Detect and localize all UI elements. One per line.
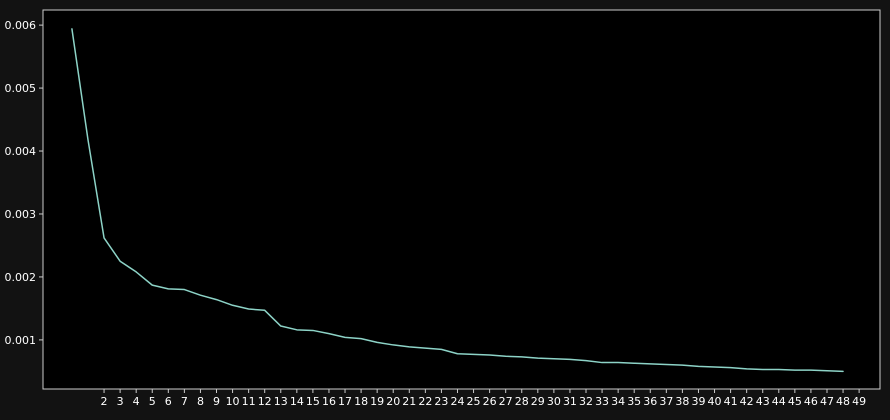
y-tick-label: 0.002 (5, 271, 37, 284)
x-tick-label: 32 (579, 395, 593, 408)
x-tick-label: 41 (724, 395, 738, 408)
plot-area (43, 10, 880, 389)
y-tick-label: 0.003 (5, 208, 37, 221)
x-tick-label: 37 (659, 395, 673, 408)
x-tick-label: 3 (117, 395, 124, 408)
x-tick-label: 28 (515, 395, 529, 408)
x-tick-label: 12 (258, 395, 272, 408)
x-tick-label: 14 (290, 395, 304, 408)
x-tick-label: 46 (804, 395, 818, 408)
x-tick-label: 22 (418, 395, 432, 408)
x-tick-label: 15 (306, 395, 320, 408)
x-tick-label: 29 (531, 395, 545, 408)
y-axis: 0.001 0.002 0.003 0.004 0.005 0.006 (5, 19, 43, 347)
x-tick-label: 35 (627, 395, 641, 408)
x-tick-label: 31 (563, 395, 577, 408)
x-tick-label: 49 (852, 395, 866, 408)
x-axis: 2 3 4 5 6 7 8 9 10 11 12 13 14 15 16 17 18 19 20 21 22 23 24 25… (101, 389, 866, 408)
plot-frame (42, 9, 881, 390)
x-tick-label: 40 (708, 395, 722, 408)
x-tick-label: 43 (756, 395, 770, 408)
x-tick-label: 7 (181, 395, 188, 408)
y-tick-label: 0.006 (5, 19, 37, 32)
x-tick-label: 44 (772, 395, 786, 408)
x-tick-label: 20 (386, 395, 400, 408)
x-tick-label: 48 (836, 395, 850, 408)
x-tick-label: 34 (611, 395, 625, 408)
x-tick-label: 33 (595, 395, 609, 408)
x-tick-label: 27 (499, 395, 513, 408)
x-tick-label: 10 (226, 395, 240, 408)
x-tick-label: 16 (322, 395, 336, 408)
x-tick-label: 11 (242, 395, 256, 408)
series-layer (71, 28, 844, 373)
x-tick-label: 6 (165, 395, 172, 408)
x-tick-label: 18 (354, 395, 368, 408)
x-tick-label: 13 (274, 395, 288, 408)
x-tick-label: 47 (820, 395, 834, 408)
x-tick-label: 36 (643, 395, 657, 408)
x-tick-label: 23 (434, 395, 448, 408)
x-tick-label: 2 (101, 395, 108, 408)
y-tick-label: 0.005 (5, 82, 37, 95)
y-tick-label: 0.004 (5, 145, 37, 158)
x-tick-label: 21 (402, 395, 416, 408)
x-tick-label: 30 (547, 395, 561, 408)
x-tick-label: 4 (133, 395, 140, 408)
x-tick-label: 9 (213, 395, 220, 408)
x-tick-label: 38 (675, 395, 689, 408)
x-tick-label: 45 (788, 395, 802, 408)
series-line (71, 28, 844, 373)
x-tick-label: 19 (370, 395, 384, 408)
x-tick-label: 24 (450, 395, 464, 408)
x-tick-label: 8 (197, 395, 204, 408)
x-tick-label: 39 (691, 395, 705, 408)
x-tick-label: 42 (740, 395, 754, 408)
x-tick-label: 5 (149, 395, 156, 408)
x-tick-label: 17 (338, 395, 352, 408)
y-tick-label: 0.001 (5, 334, 37, 347)
x-tick-label: 25 (467, 395, 481, 408)
x-tick-label: 26 (483, 395, 497, 408)
